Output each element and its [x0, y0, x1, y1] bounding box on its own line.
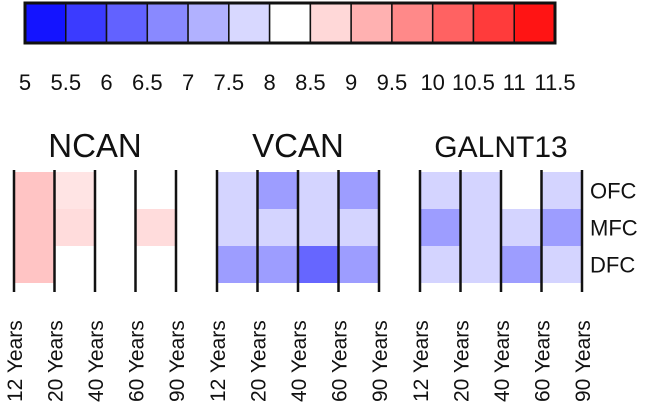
panel-title: VCAN	[252, 127, 344, 164]
heatmap-cell	[257, 246, 298, 283]
heatmap-cell	[338, 172, 379, 209]
heatmap-cell	[501, 246, 542, 283]
x-tick-label: 12 Years	[410, 320, 433, 402]
colorbar-bin	[391, 2, 434, 44]
heatmap-cell	[14, 172, 55, 209]
heatmap-cell	[541, 246, 582, 283]
colorbar-tick-label: 7.5	[214, 70, 245, 95]
heatmap-cell	[460, 209, 501, 246]
x-tick-label: 20 Years	[248, 320, 271, 402]
colorbar-bin	[513, 2, 556, 44]
row-labels: OFC MFC DFC	[590, 179, 638, 278]
x-tick-label: 60 Years	[532, 320, 555, 402]
x-tick-label: 90 Years	[572, 320, 595, 402]
x-tick-label: 20 Years	[451, 320, 474, 402]
heatmap-cell	[298, 209, 339, 246]
heatmap-cell	[420, 246, 461, 283]
colorbar-tick-label: 8.5	[295, 70, 326, 95]
heatmap-cell	[338, 209, 379, 246]
colorbar-tick-label: 9	[345, 70, 357, 95]
colorbar-tick-label: 10	[420, 70, 444, 95]
panel-galnt13: GALNT13 12 Years 20 Years 40 Years 60 Years 9…	[410, 131, 595, 402]
heatmap-cell	[338, 246, 379, 283]
heatmap-cell	[135, 209, 176, 246]
heatmap-cell	[14, 209, 55, 246]
x-tick-label: 40 Years	[288, 320, 311, 402]
heatmap-cell	[257, 209, 298, 246]
colorbar-tick-label: 7	[182, 70, 194, 95]
row-label: OFC	[590, 179, 637, 204]
heatmap-cell	[14, 246, 55, 283]
x-tick-label: 40 Years	[491, 320, 514, 402]
heatmap-cell	[217, 172, 258, 209]
x-tick-label: 60 Years	[329, 320, 352, 402]
colorbar-bin	[146, 2, 189, 44]
colorbar-tick-label: 11.5	[534, 70, 575, 95]
heatmap-cell	[501, 209, 542, 246]
colorbar-tick-label: 5.5	[50, 70, 81, 95]
panel-ncan: NCAN 12 Years 20 Years 40 Years 60 Years 90 Y…	[4, 127, 189, 402]
colorbar-bin	[309, 2, 352, 44]
x-tick-label: 12 Years	[207, 320, 230, 402]
x-tick-label: 90 Years	[369, 320, 392, 402]
heatmap-cell	[460, 246, 501, 283]
colorbar-bin	[228, 2, 271, 44]
heatmap-cell	[541, 209, 582, 246]
colorbar-bin	[472, 2, 515, 44]
heatmap-cell	[541, 172, 582, 209]
colorbar-tick-label: 5	[19, 70, 31, 95]
colorbar-bin	[65, 2, 108, 44]
panel-title: GALNT13	[434, 131, 567, 164]
heatmap-cell	[54, 209, 95, 246]
heatmap-cell	[460, 172, 501, 209]
heatmap-cell	[420, 172, 461, 209]
colorbar-tick-label: 8	[263, 70, 275, 95]
colorbar-tick-label: 9.5	[377, 70, 408, 95]
heatmap-cell	[298, 172, 339, 209]
panel-vcan: VCAN 12 Years 20 Years 40 Years 60 Years 90 Y…	[207, 127, 392, 402]
panel-title: NCAN	[48, 127, 142, 164]
colorbar-bin	[350, 2, 393, 44]
heatmap-cell	[217, 246, 258, 283]
colorbar-bin	[105, 2, 149, 44]
x-tick-label: 12 Years	[4, 320, 27, 402]
colorbar-frame	[23, 1, 557, 45]
row-label: DFC	[590, 253, 635, 278]
row-label: MFC	[590, 216, 638, 241]
colorbar-bin	[187, 2, 230, 44]
colorbar-tick-label: 6	[100, 70, 112, 95]
colorbar-tick-label: 10.5	[452, 70, 495, 95]
x-tick-label: 90 Years	[166, 320, 189, 402]
colorbar-bin	[431, 2, 475, 44]
colorbar-tick-labels: 5 5.5 6 6.5 7 7.5 8 8.5 9 9.5 10 10.5 11 11.5	[19, 70, 576, 95]
colorbar	[23, 1, 557, 45]
colorbar-tick-label: 6.5	[132, 70, 163, 95]
colorbar-tick-label: 11	[503, 70, 526, 95]
heatmap-cell	[420, 209, 461, 246]
heatmap-cell	[217, 209, 258, 246]
heatmap-cell	[257, 172, 298, 209]
heatmap-cell	[54, 172, 95, 209]
colorbar-bin	[24, 2, 67, 44]
x-tick-label: 20 Years	[45, 320, 68, 402]
x-tick-label: 60 Years	[126, 320, 149, 402]
colorbar-bin	[268, 2, 312, 44]
heatmap-cell	[298, 246, 339, 283]
heatmap-panels: NCAN 12 Years 20 Years 40 Years 60 Years 90 Y…	[4, 127, 595, 402]
x-tick-label: 40 Years	[85, 320, 108, 402]
